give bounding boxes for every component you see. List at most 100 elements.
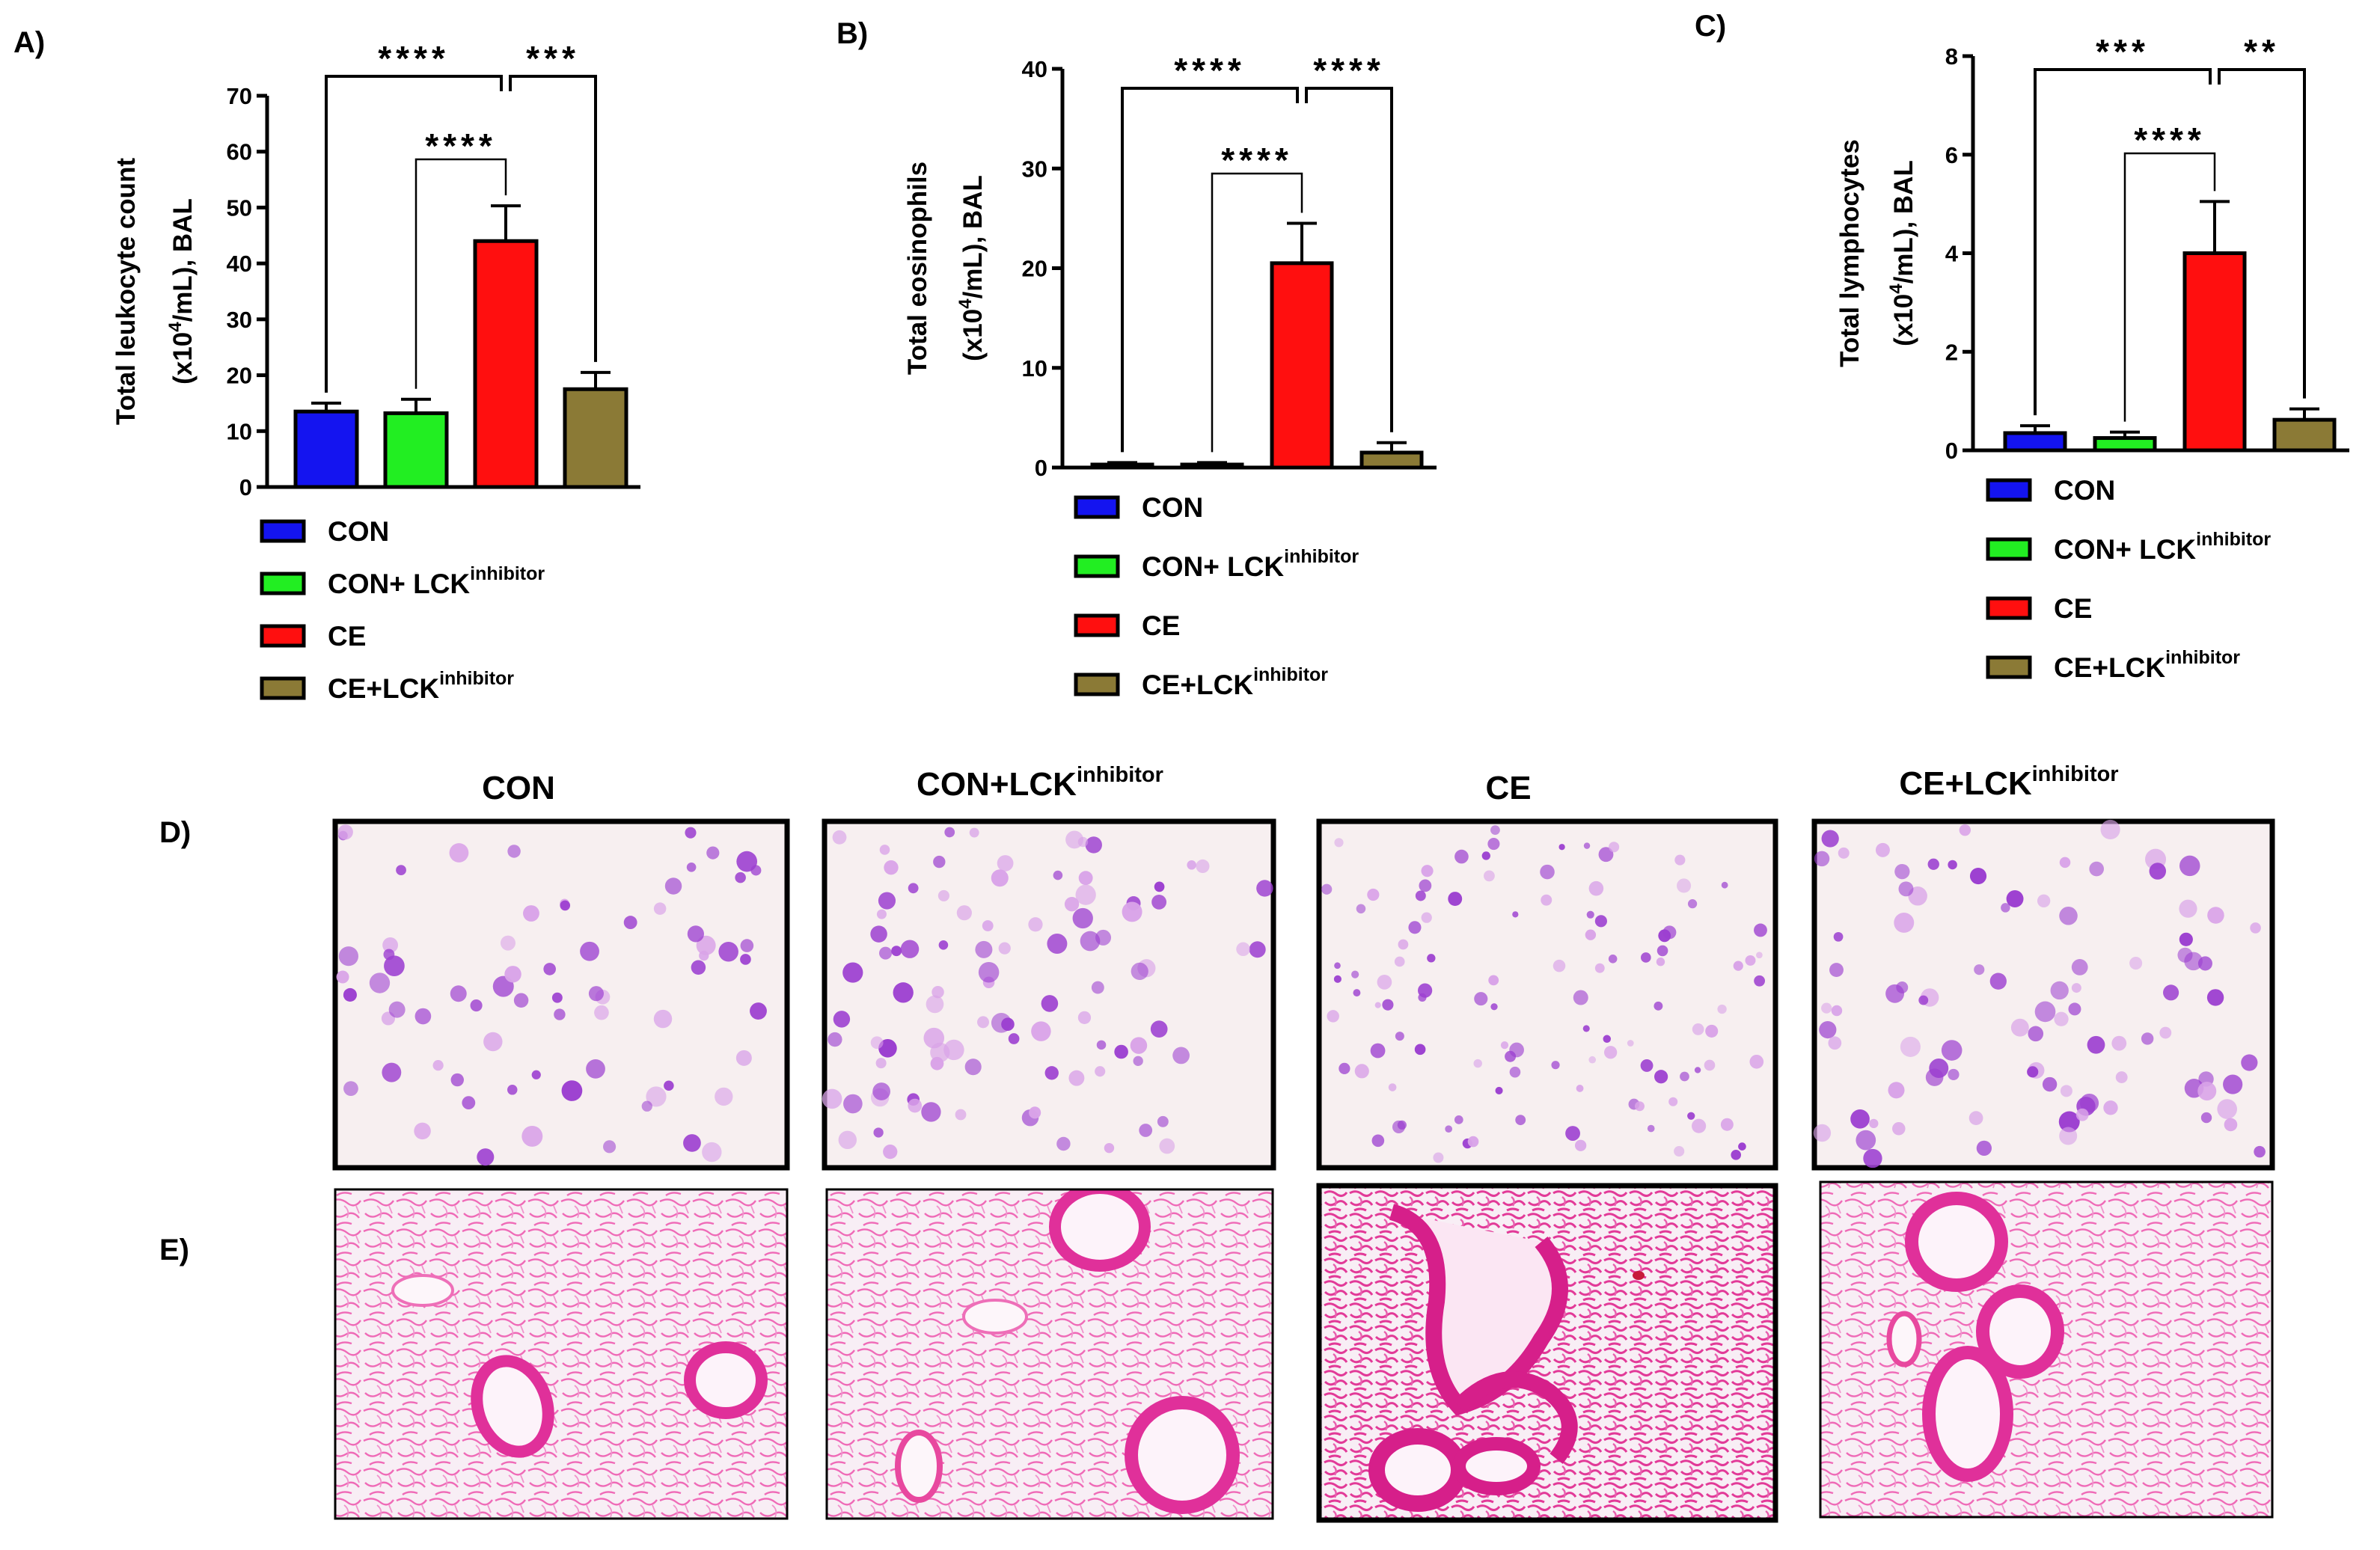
cell [1662,925,1677,940]
cell [964,1059,982,1076]
significance-label: ** [2244,32,2280,71]
bar-1 [1180,462,1244,470]
cell [1720,1118,1734,1131]
cell [1573,990,1588,1005]
cell [842,962,863,983]
cell [1541,894,1552,906]
cell [1419,879,1432,892]
significance-label: **** [425,126,497,165]
cell [1072,907,1093,929]
cell [1500,1041,1509,1050]
legend-label: CE+LCKinhibitor [1142,664,1328,700]
cell [878,892,896,910]
legend-label: CON+ LCKinhibitor [2054,529,2271,565]
cell [1104,1142,1115,1154]
cell [2103,1100,2118,1115]
cell [2087,1035,2105,1054]
cell [1031,1021,1051,1041]
cell [2037,894,2051,907]
cell [1692,1118,1707,1133]
cell [1509,1042,1524,1058]
cell [691,960,706,975]
cell [2058,1111,2080,1133]
bar-3 [563,387,628,489]
cell [879,946,893,960]
cell [664,1080,674,1091]
cell [1594,963,1605,973]
cell [1327,1010,1339,1023]
cell [594,1005,609,1020]
cell [1367,888,1380,901]
cell [1078,871,1093,886]
cell [1677,878,1692,893]
micrograph-title-con: CON [482,770,555,806]
y-tick-label: 6 [1945,142,1958,168]
legend-swatch [260,572,306,595]
cell [750,1002,767,1020]
cell [870,1036,884,1050]
cell [500,935,516,951]
cell [891,946,902,957]
cell [998,942,1011,955]
bar-2 [2182,251,2247,453]
chart-b-eosinophils: 0 10 20 30 40 Total eosinophils (x104/mL), BAL… [903,51,1437,700]
cell [1583,842,1591,849]
cell [685,827,697,839]
cell [1598,847,1614,863]
cell [1627,1040,1634,1047]
bar-1 [2093,436,2157,453]
y-tick-label: 60 [227,139,252,165]
legend-swatch [260,624,306,648]
cell [1488,975,1499,986]
micrograph-e-con-lck [825,1188,1274,1520]
legend-label: CE [328,621,366,652]
cell [1588,880,1604,896]
cell [1717,1004,1727,1014]
cell [1833,931,1844,942]
cell [531,1070,541,1079]
legend-swatch [1074,673,1120,696]
cell [1371,1134,1385,1148]
cell [991,1012,1012,1033]
cell [1641,952,1651,963]
cell [2100,819,2120,840]
cell [1687,1112,1695,1120]
cell [504,966,521,983]
cell [561,1080,583,1101]
cell [449,843,469,863]
cell [653,1009,673,1029]
significance-label: *** [2096,32,2150,71]
cell [603,1140,617,1154]
cell [1705,1024,1719,1038]
significance-label: **** [378,39,450,78]
cell [843,1094,863,1114]
cell [1467,1136,1479,1148]
cell [1976,1140,1992,1156]
cell [879,845,890,855]
cell [1495,1086,1503,1094]
micrograph-e-con [334,1188,789,1520]
cell [740,954,751,965]
cell [1918,995,1929,1005]
cell [1603,1035,1612,1044]
cell [2224,1118,2238,1132]
cell [736,851,758,872]
legend-swatch [1986,655,2032,679]
cell [1959,824,1971,836]
legend-swatch [1074,495,1120,519]
cell [1898,881,1914,897]
cell [2179,932,2193,946]
cell [1869,1118,1879,1129]
cell [1056,1136,1071,1151]
cell [1738,1142,1746,1151]
cell [1421,865,1434,877]
cell [1433,1152,1444,1163]
legend-label: CE+LCKinhibitor [328,668,514,704]
cell [1370,1043,1386,1059]
cell [2075,1108,2089,1121]
cell [384,955,405,977]
cell [686,862,697,872]
cell [1731,1150,1742,1160]
cell [1654,1001,1663,1011]
